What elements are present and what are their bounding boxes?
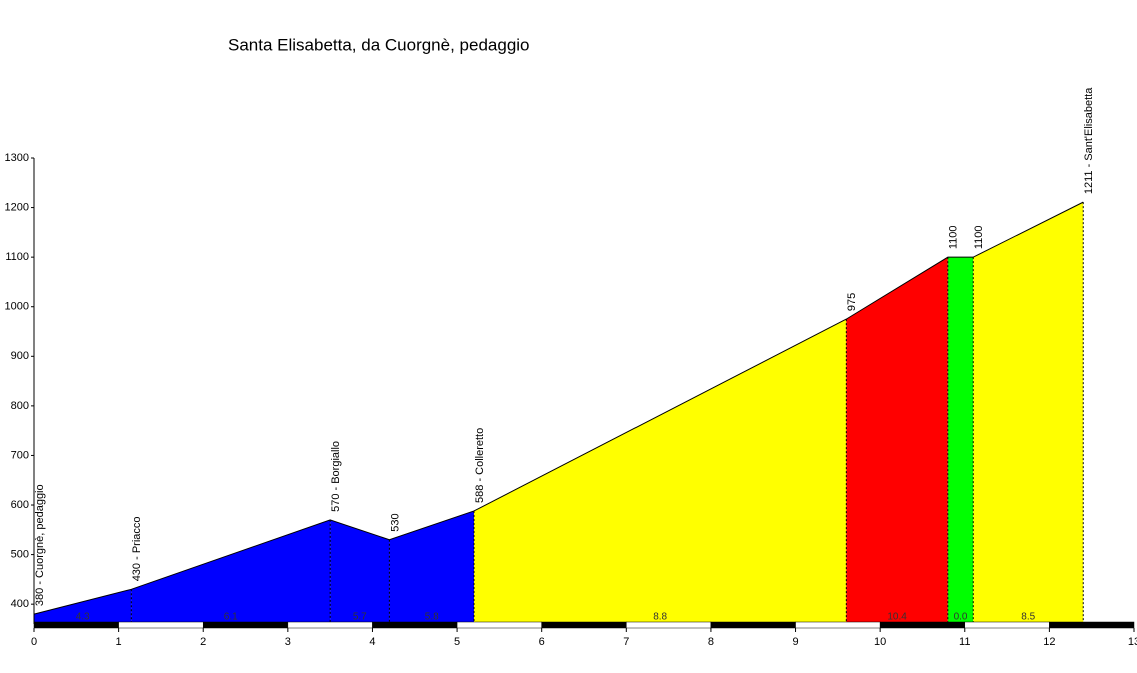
point-label: 975	[846, 293, 858, 311]
point-label: 588 - Colleretto	[474, 428, 486, 503]
x-tick-label: 6	[539, 636, 545, 648]
point-label: 1100	[973, 225, 985, 249]
gradient-label: 6.1	[224, 612, 238, 623]
km-stripe	[287, 621, 373, 629]
gradient-label: 5.7	[353, 612, 367, 623]
profile-line	[33, 201, 1084, 615]
gradient-label: 5.8	[425, 612, 439, 623]
km-stripe	[541, 621, 627, 629]
x-tick-label: 11	[959, 636, 970, 648]
profile-segment	[34, 589, 132, 624]
gradient-label: 10.4	[887, 612, 907, 623]
km-stripe	[879, 621, 966, 629]
point-label: 1100	[948, 225, 960, 249]
x-tick-label: 13	[1128, 636, 1137, 648]
point-label: 570 - Borgiallo	[330, 441, 342, 512]
gradient-label: 0.0	[954, 612, 968, 623]
point-label: 380 - Cuorgnè, pedaggio	[34, 484, 46, 606]
chart-title: Santa Elisabetta, da Cuorgnè, pedaggio	[228, 35, 530, 54]
y-tick-label: 1000	[5, 301, 29, 313]
km-stripe	[626, 621, 712, 629]
km-stripe	[118, 621, 204, 629]
x-tick-label: 5	[454, 636, 460, 648]
profile-segment	[846, 257, 948, 624]
km-stripe	[372, 621, 458, 629]
x-tick-label: 3	[285, 636, 291, 648]
y-tick-label: 1300	[5, 152, 29, 164]
km-stripe	[964, 621, 1050, 629]
point-label: 1211 - Sant'Elisabetta	[1083, 87, 1095, 194]
y-tick-label: 1200	[5, 201, 29, 213]
y-tick-label: 700	[11, 449, 29, 461]
y-tick-label: 1100	[5, 251, 29, 263]
x-tick-label: 9	[792, 636, 798, 648]
gradient-label: 8.8	[653, 612, 667, 623]
y-tick-label: 600	[11, 499, 29, 511]
x-tick-label: 12	[1043, 636, 1055, 648]
y-tick-label: 900	[11, 350, 29, 362]
x-tick-label: 8	[708, 636, 714, 648]
gradient-label: 8.5	[1021, 612, 1035, 623]
x-tick-label: 1	[116, 636, 122, 648]
x-tick-label: 4	[369, 636, 375, 648]
profile-segment	[474, 319, 847, 624]
profile-segment	[947, 257, 974, 624]
km-stripe	[1049, 621, 1135, 629]
km-stripe	[795, 621, 881, 629]
x-tick-label: 10	[874, 636, 886, 648]
km-stripe	[456, 621, 542, 629]
x-tick-label: 7	[623, 636, 629, 648]
point-label: 430 - Priacco	[131, 516, 143, 581]
x-tick-label: 0	[31, 636, 37, 648]
profile-segment	[330, 519, 390, 624]
point-label: 530	[389, 513, 401, 531]
km-stripe	[33, 621, 119, 629]
y-tick-label: 800	[11, 400, 29, 412]
km-stripe	[202, 621, 289, 629]
profile-segment	[389, 510, 474, 624]
x-tick-label: 2	[200, 636, 206, 648]
gradient-label: 4.3	[76, 612, 90, 623]
profile-segment	[131, 519, 331, 624]
y-tick-label: 400	[11, 598, 29, 610]
y-tick-label: 500	[11, 549, 29, 561]
profile-segment	[973, 202, 1084, 624]
km-stripe	[710, 621, 796, 629]
